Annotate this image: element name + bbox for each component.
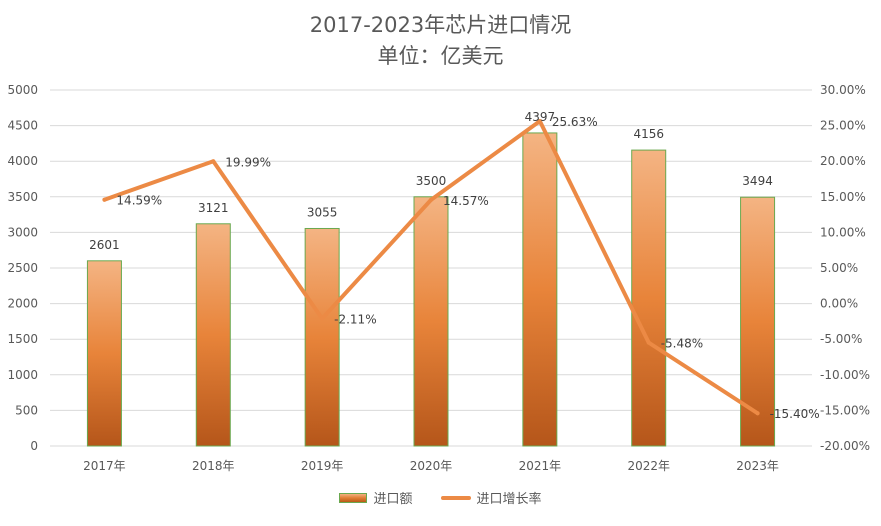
legend-item-line[interactable]: 进口增长率 — [440, 488, 542, 507]
bar[interactable] — [304, 227, 340, 447]
line-point[interactable] — [211, 159, 216, 164]
line-point[interactable] — [646, 340, 651, 345]
bar[interactable] — [631, 149, 667, 447]
line-value-label: 14.57% — [443, 194, 489, 208]
bar-value-label: 2601 — [89, 238, 120, 252]
bar-value-label: 4156 — [633, 127, 664, 141]
legend-label-bars: 进口额 — [373, 492, 413, 507]
x-tick-label: 2018年 — [192, 459, 235, 473]
line-value-label: 19.99% — [225, 155, 271, 169]
y-right-tick-label: -10.00% — [820, 368, 870, 382]
y-left-tick-label: 0 — [30, 439, 38, 453]
bar[interactable] — [86, 260, 122, 447]
y-right-tick-label: -20.00% — [820, 439, 870, 453]
bar-value-label: 3500 — [416, 174, 447, 188]
bar[interactable] — [195, 223, 231, 447]
y-left-tick-label: 3500 — [7, 190, 38, 204]
y-right-tick-label: 15.00% — [820, 190, 866, 204]
x-tick-label: 2017年 — [83, 459, 126, 473]
bar-value-label: 3494 — [742, 174, 773, 188]
y-right-tick-label: -15.00% — [820, 403, 870, 417]
chart-subtitle: 单位：亿美元 — [377, 44, 504, 68]
line-value-label: -2.11% — [334, 313, 376, 327]
y-left-tick-label: 500 — [15, 403, 38, 417]
y-left-tick-label: 4500 — [7, 119, 38, 133]
y-right-tick-label: 25.00% — [820, 119, 866, 133]
x-tick-label: 2023年 — [736, 459, 779, 473]
line-value-label: 25.63% — [552, 115, 598, 129]
legend-swatch-line — [440, 495, 471, 500]
bar-value-label: 3121 — [198, 201, 229, 215]
y-left-tick-label: 3000 — [7, 225, 38, 239]
x-tick-label: 2019年 — [301, 459, 344, 473]
x-tick-label: 2022年 — [627, 459, 670, 473]
legend-label-line: 进口增长率 — [476, 492, 542, 507]
line-value-label: -5.48% — [661, 337, 703, 351]
y-left-tick-label: 4000 — [7, 154, 38, 168]
line-value-label: 14.59% — [116, 194, 162, 208]
y-right-tick-label: 20.00% — [820, 154, 866, 168]
y-right-tick-label: -5.00% — [820, 332, 862, 346]
line-value-label: -15.40% — [770, 407, 820, 421]
line-point[interactable] — [755, 411, 760, 416]
chart-title: 2017-2023年芯片进口情况 — [309, 13, 572, 37]
line-point[interactable] — [102, 197, 107, 202]
y-right-tick-label: 5.00% — [820, 261, 858, 275]
x-tick-label: 2020年 — [410, 459, 453, 473]
y-left-tick-label: 1000 — [7, 368, 38, 382]
y-left-tick-label: 1500 — [7, 332, 38, 346]
legend-swatch-bars — [339, 492, 368, 503]
line-point[interactable] — [320, 316, 325, 321]
y-left-tick-label: 2000 — [7, 297, 38, 311]
y-left-tick-label: 2500 — [7, 261, 38, 275]
line-point[interactable] — [429, 197, 433, 202]
legend: 进口额 进口增长率 — [0, 488, 881, 507]
bar[interactable] — [413, 196, 449, 447]
y-right-tick-label: 30.00% — [820, 83, 866, 97]
x-tick-label: 2021年 — [519, 459, 562, 473]
y-left-tick-label: 5000 — [7, 83, 38, 97]
bar-value-label: 4397 — [525, 110, 556, 124]
y-right-tick-label: 10.00% — [820, 225, 866, 239]
bar[interactable] — [522, 132, 558, 447]
bar-value-label: 3055 — [307, 205, 338, 219]
line-point[interactable] — [537, 119, 542, 124]
legend-item-bars[interactable]: 进口额 — [339, 488, 413, 507]
y-right-tick-label: 0.00% — [820, 297, 858, 311]
